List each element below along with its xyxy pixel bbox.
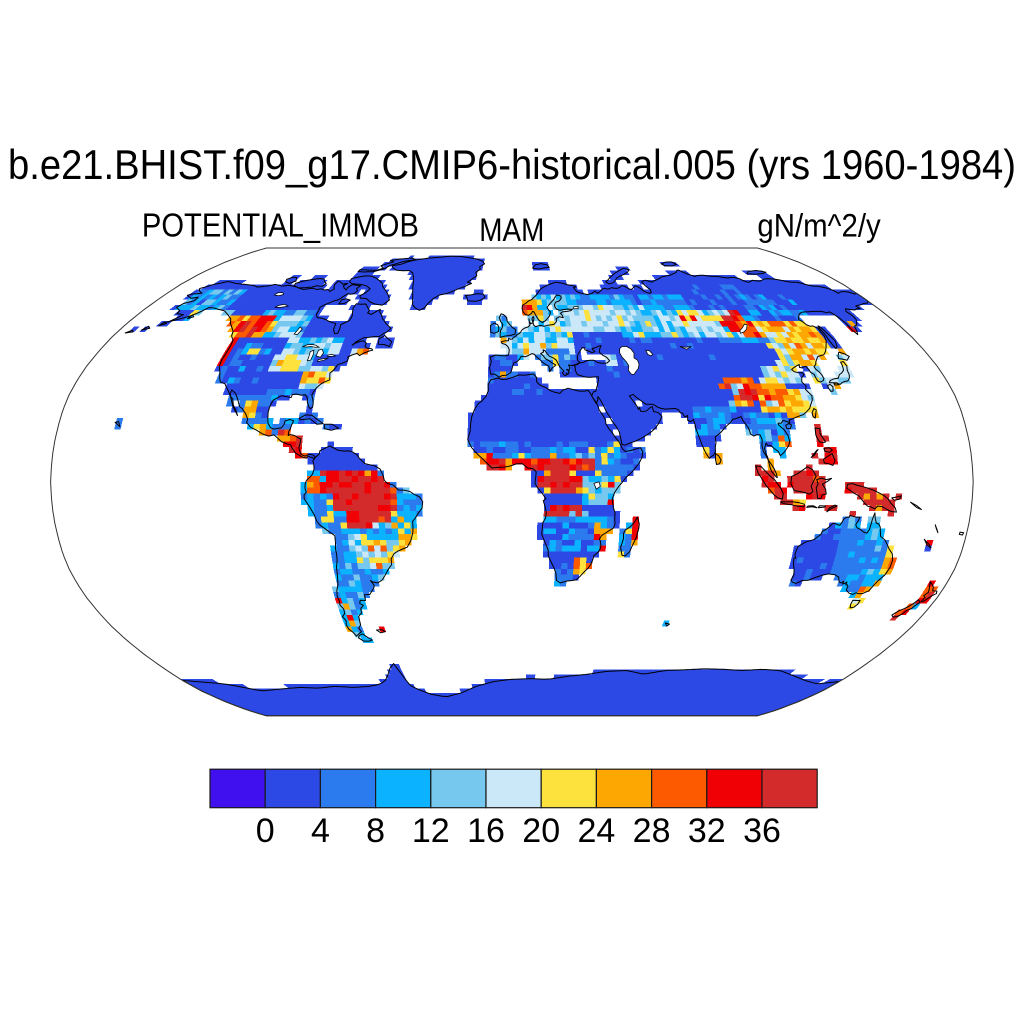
svg-text:20: 20 [522,812,560,850]
svg-text:12: 12 [412,812,450,850]
svg-text:4: 4 [311,812,330,850]
svg-text:28: 28 [633,812,671,850]
svg-text:32: 32 [688,812,726,850]
svg-text:b.e21.BHIST.f09_g17.CMIP6-hist: b.e21.BHIST.f09_g17.CMIP6-historical.005… [8,141,1016,188]
svg-text:24: 24 [577,812,615,850]
svg-text:0: 0 [256,812,275,850]
svg-text:gN/m^2/y: gN/m^2/y [757,208,880,244]
svg-text:16: 16 [467,812,505,850]
svg-text:8: 8 [366,812,385,850]
svg-text:POTENTIAL_IMMOB: POTENTIAL_IMMOB [142,207,419,244]
svg-text:36: 36 [743,812,781,850]
svg-text:MAM: MAM [479,212,544,248]
